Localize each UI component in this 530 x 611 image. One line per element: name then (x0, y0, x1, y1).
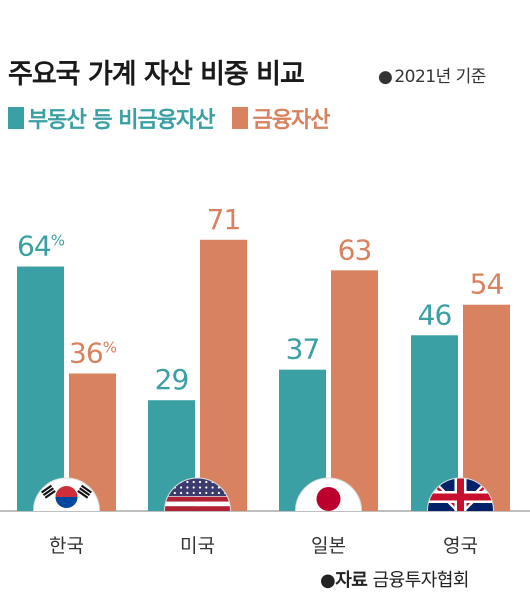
base-year-note: ● 2021년 기준 (378, 62, 486, 87)
data-label-non-financial-1: 29 (155, 363, 189, 396)
data-label-financial-3: 54 (470, 268, 504, 301)
source-note: ●자료 금융투자협회 (320, 566, 469, 592)
base-year-text: 2021년 기준 (394, 67, 486, 87)
legend: 부동산 등 비금융자산 금융자산 (8, 102, 347, 134)
korea-flag-icon (33, 477, 100, 512)
uk-flag-icon (427, 477, 494, 512)
bullet-icon: ● (378, 67, 393, 87)
source-text: 금융투자협회 (372, 570, 470, 591)
category-label-1: 미국 (180, 535, 215, 557)
legend-swatch-non-financial (8, 107, 24, 129)
source-label: 자료 (335, 570, 368, 591)
legend-item-non-financial: 부동산 등 비금융자산 (8, 102, 215, 134)
category-label-3: 영국 (443, 535, 478, 557)
data-label-financial-1: 71 (207, 203, 241, 236)
data-label-non-financial-0: 64% (17, 230, 65, 263)
data-label-non-financial-3: 46 (418, 298, 452, 331)
data-label-financial-0: 36% (69, 336, 117, 369)
legend-item-financial: 금융자산 (232, 102, 330, 134)
bar-non-financial-0 (17, 266, 64, 511)
category-label-2: 일본 (311, 535, 346, 557)
usa-flag-icon (164, 477, 231, 512)
bullet-icon: ● (320, 570, 336, 591)
legend-label-financial: 금융자산 (252, 108, 330, 133)
legend-swatch-financial (232, 107, 249, 129)
bar-financial-1 (200, 239, 247, 511)
data-label-financial-2: 63 (338, 233, 372, 266)
category-label-0: 한국 (49, 535, 84, 557)
bar-financial-3 (463, 304, 510, 511)
legend-label-non-financial: 부동산 등 비금융자산 (28, 108, 215, 133)
data-label-non-financial-2: 37 (286, 333, 320, 366)
bar-financial-2 (331, 270, 378, 511)
chart-title: 주요국 가계 자산 비중 비교 (8, 59, 305, 90)
